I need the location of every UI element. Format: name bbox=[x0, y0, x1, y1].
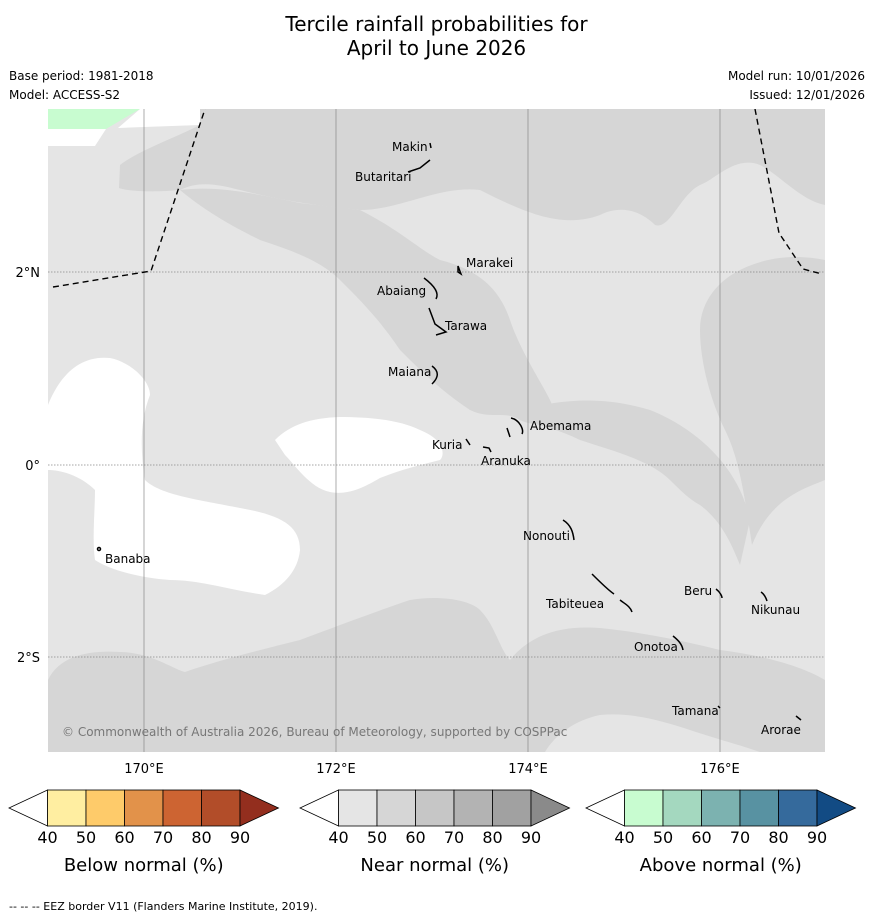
near-normal-50-band-east bbox=[520, 400, 750, 565]
title-line-2: April to June 2026 bbox=[346, 36, 527, 60]
place-label: Makin bbox=[392, 140, 428, 154]
place-label: Arorae bbox=[761, 723, 801, 737]
colorbar-tick-label: 90 bbox=[230, 828, 250, 847]
lon-label: 174°E bbox=[508, 762, 548, 777]
lon-label: 172°E bbox=[316, 762, 356, 777]
colorbar-segment bbox=[376, 789, 416, 827]
colorbar-segment bbox=[162, 789, 202, 827]
colorbar-segment bbox=[201, 789, 241, 827]
colorbar-title: Above normal (%) bbox=[640, 855, 802, 876]
model-name: Model: ACCESS-S2 bbox=[9, 88, 121, 102]
place-label: Tamana bbox=[671, 704, 719, 718]
colorbar-tick-label: 50 bbox=[76, 828, 96, 847]
colorbar-tick-label: 70 bbox=[444, 828, 464, 847]
colorbar-tick-label: 90 bbox=[521, 828, 541, 847]
near-normal-50-band-central bbox=[180, 188, 553, 424]
lat-label: 0° bbox=[25, 459, 40, 474]
copyright-notice: © Commonwealth of Australia 2026, Bureau… bbox=[62, 725, 567, 739]
map-title: Tercile rainfall probabilities for April… bbox=[0, 12, 873, 60]
white-patch-top-2 bbox=[118, 109, 205, 128]
colorbar-extend-low bbox=[585, 789, 625, 827]
colorbar-tick-label: 40 bbox=[328, 828, 348, 847]
colorbar-segment bbox=[701, 789, 741, 827]
colorbar-tick-label: 40 bbox=[37, 828, 57, 847]
colorbar-tick-label: 60 bbox=[691, 828, 711, 847]
colorbar-tick-label: 70 bbox=[153, 828, 173, 847]
colorbar-tick-label: 50 bbox=[653, 828, 673, 847]
colorbar-extend-high bbox=[816, 789, 857, 827]
map-panel: Makin Butaritari Marakei Abaiang Tarawa … bbox=[48, 109, 825, 752]
run-info-left: Base period: 1981-2018 Model: ACCESS-S2 bbox=[9, 67, 154, 105]
place-label: Beru bbox=[684, 584, 712, 598]
below-40-area-west bbox=[48, 357, 300, 595]
colorbar-extend-low bbox=[8, 789, 48, 827]
colorbar-segment bbox=[662, 789, 702, 827]
place-label: Maiana bbox=[388, 365, 431, 379]
place-labels: Makin Butaritari Marakei Abaiang Tarawa … bbox=[105, 140, 801, 737]
colorbar-segment bbox=[85, 789, 125, 827]
model-run-date: Model run: 10/01/2026 bbox=[727, 69, 865, 83]
place-label: Tarawa bbox=[444, 319, 487, 333]
colorbar-tick-label: 80 bbox=[768, 828, 788, 847]
colorbar-tick-label: 60 bbox=[405, 828, 425, 847]
place-label: Aranuka bbox=[481, 454, 531, 468]
near-normal-40-patch-south bbox=[545, 714, 760, 752]
colorbar-tick-label: 80 bbox=[191, 828, 211, 847]
lon-label: 176°E bbox=[700, 762, 740, 777]
below-40-area-central bbox=[275, 417, 443, 493]
colorbar-segment bbox=[778, 789, 818, 827]
colorbar-segment bbox=[47, 789, 87, 827]
colorbar-tick-label: 70 bbox=[730, 828, 750, 847]
place-label: Nikunau bbox=[751, 603, 800, 617]
colorbar-tick-label: 80 bbox=[482, 828, 502, 847]
place-label: Kuria bbox=[432, 438, 463, 452]
lon-label: 170°E bbox=[124, 762, 164, 777]
lon-axis: 170°E 172°E 174°E 176°E bbox=[124, 762, 740, 777]
place-label: Abemama bbox=[530, 419, 591, 433]
place-label: Marakei bbox=[466, 256, 513, 270]
place-label: Butaritari bbox=[355, 170, 412, 184]
colorbar-extend-low bbox=[299, 789, 339, 827]
colorbar-tick-label: 90 bbox=[807, 828, 827, 847]
lat-axis: 2°N 0° 2°S bbox=[16, 266, 41, 666]
colorbar-tick-label: 40 bbox=[614, 828, 634, 847]
run-info-right: Model run: 10/01/2026 Issued: 12/01/2026 bbox=[728, 67, 865, 105]
colorbar-tick-label: 50 bbox=[367, 828, 387, 847]
colorbar-title: Below normal (%) bbox=[64, 855, 224, 876]
white-patch-top bbox=[48, 129, 106, 146]
colorbar-near-normal: 40 50 60 70 80 90 Near normal (%) bbox=[299, 789, 571, 876]
colorbar-above-normal: 40 50 60 70 80 90 Above normal (%) bbox=[585, 789, 857, 876]
above-normal-patch bbox=[48, 109, 140, 129]
colorbar-segment bbox=[124, 789, 164, 827]
colorbar-below-normal: 40 50 60 70 80 90 Below normal (%) bbox=[8, 789, 280, 876]
place-label: Tabiteuea bbox=[545, 597, 604, 611]
colorbar-title: Near normal (%) bbox=[360, 855, 509, 876]
issued-date: Issued: 12/01/2026 bbox=[749, 88, 865, 102]
place-label: Nonouti bbox=[523, 529, 570, 543]
graticule bbox=[143, 109, 721, 752]
colorbar-extend-high bbox=[239, 789, 280, 827]
colorbar-segment bbox=[739, 789, 779, 827]
colorbar-segment bbox=[492, 789, 532, 827]
base-period: Base period: 1981-2018 bbox=[9, 69, 154, 83]
place-label: Onotoa bbox=[634, 640, 678, 654]
place-label: Banaba bbox=[105, 552, 151, 566]
islands bbox=[96, 142, 802, 721]
colorbar-segment bbox=[415, 789, 455, 827]
map-figure: Makin Butaritari Marakei Abaiang Tarawa … bbox=[8, 109, 857, 876]
lat-label: 2°S bbox=[17, 651, 40, 666]
near-normal-50-band-south bbox=[48, 598, 825, 752]
colorbar-tick-label: 60 bbox=[114, 828, 134, 847]
title-line-1: Tercile rainfall probabilities for bbox=[285, 12, 588, 36]
lat-label: 2°N bbox=[16, 266, 41, 281]
place-label: Abaiang bbox=[377, 284, 426, 298]
eez-border bbox=[52, 109, 823, 288]
colorbar-segment bbox=[624, 789, 664, 827]
near-normal-50-band-far-east bbox=[700, 257, 825, 545]
eez-legend-note: -- -- -- EEZ border V11 (Flanders Marine… bbox=[9, 900, 318, 913]
colorbar-extend-high bbox=[530, 789, 571, 827]
near-normal-50-band-north bbox=[119, 109, 825, 226]
colorbar-segment bbox=[453, 789, 493, 827]
colorbar-segment bbox=[338, 789, 378, 827]
